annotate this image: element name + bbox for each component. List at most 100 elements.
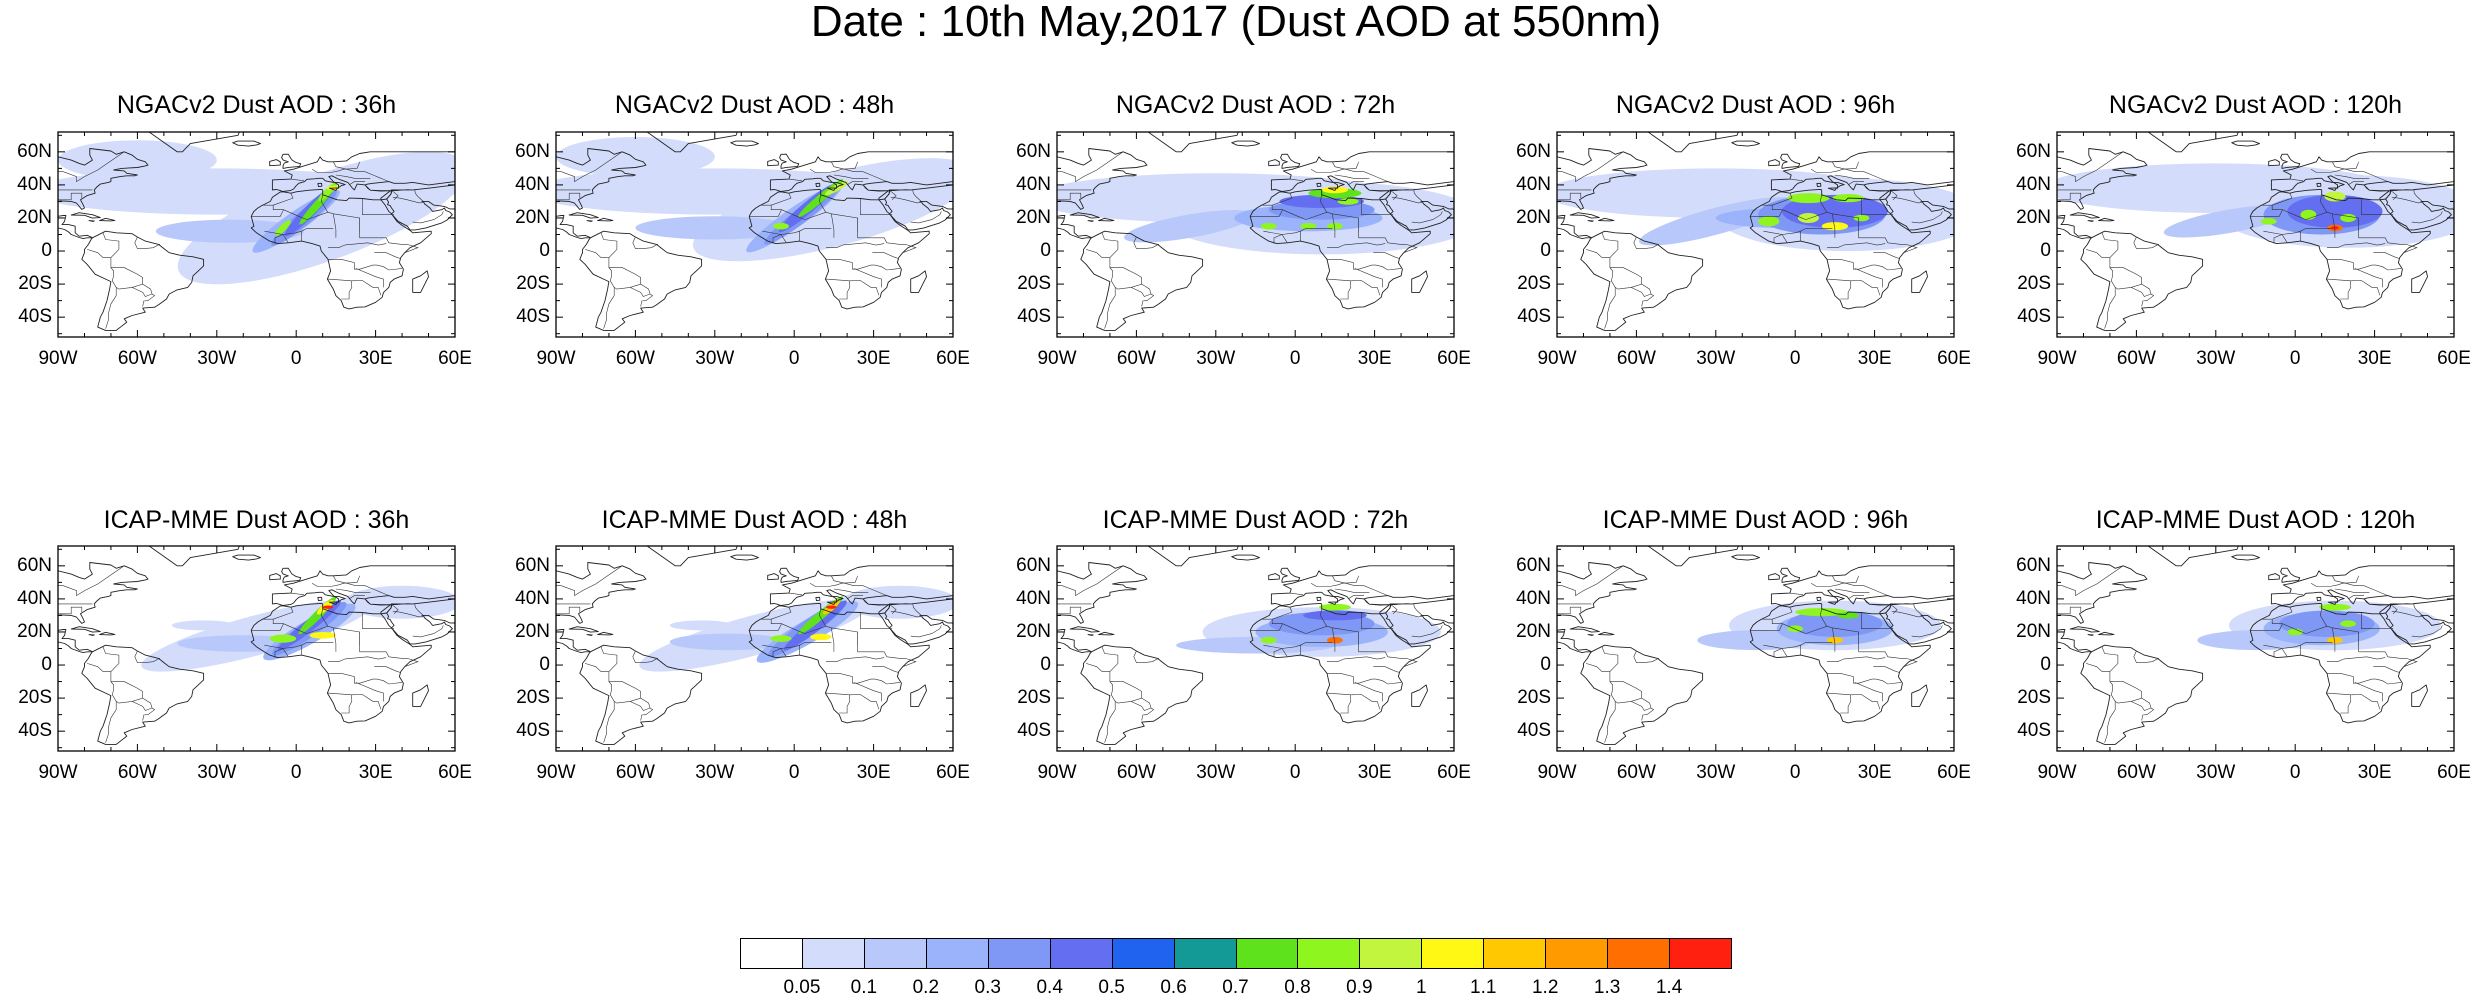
panel-title: ICAP-MME Dust AOD : 96h — [1602, 506, 1909, 534]
country-border — [1850, 280, 1881, 296]
country-border — [1391, 197, 1423, 204]
country-border — [2263, 644, 2301, 656]
country-border — [333, 213, 337, 238]
lat-tick-label: 20N — [1016, 206, 1051, 228]
coastline — [232, 554, 261, 561]
dust-aod-map — [2056, 545, 2455, 752]
axis-ticks — [1556, 546, 1955, 751]
country-border — [857, 632, 917, 667]
country-border — [833, 588, 869, 593]
country-border — [2320, 608, 2322, 616]
aod-region — [1303, 610, 1367, 621]
country-border — [1890, 190, 1898, 201]
country-border — [1358, 632, 1418, 667]
country-border — [1832, 575, 1888, 596]
country-border — [1390, 604, 1398, 615]
aod-region — [2319, 603, 2351, 611]
country-border — [2057, 151, 2124, 183]
lat-tick-label: 40S — [1017, 720, 1051, 742]
coastline — [1098, 631, 1115, 636]
lat-tick-label: 40S — [516, 720, 550, 742]
lat-tick-label: 20N — [17, 206, 52, 228]
dust-aod-map — [57, 545, 456, 752]
axis-ticks — [1056, 132, 1455, 337]
country-border — [348, 181, 365, 186]
coastline — [2411, 684, 2428, 707]
country-border — [1800, 642, 1833, 646]
country-border — [2320, 615, 2327, 627]
axis-ticks — [2056, 132, 2455, 337]
country-border — [826, 656, 885, 662]
lon-tick-label: 30W — [197, 348, 237, 369]
country-border — [87, 232, 120, 258]
country-border — [2401, 189, 2423, 202]
country-border — [2310, 161, 2359, 173]
lon-tick-label: 30W — [1696, 348, 1736, 369]
colorbar-label: 0.4 — [1036, 977, 1063, 998]
country-border — [910, 625, 942, 638]
lat-tick-label: 40N — [1516, 587, 1551, 609]
country-border — [1847, 181, 1864, 186]
lat-tick-label: 40N — [1016, 173, 1051, 195]
coastline — [1385, 184, 1454, 231]
coastline — [748, 602, 930, 724]
coastline — [2231, 140, 2260, 147]
lon-tick-label: 30W — [1196, 762, 1236, 783]
colorbar-swatch — [801, 938, 865, 969]
coastline — [269, 573, 281, 581]
aod-region — [269, 634, 297, 643]
country-border — [1130, 283, 1152, 297]
coastline — [1587, 634, 1594, 636]
aod-region — [1797, 213, 1819, 223]
lon-tick-label: 30W — [1196, 348, 1236, 369]
lon-tick-label: 30E — [856, 348, 891, 369]
country-border — [328, 242, 387, 248]
country-border — [1104, 701, 1116, 743]
country-border — [2332, 627, 2336, 652]
aod-region — [2260, 218, 2277, 225]
lon-tick-label: 60E — [936, 762, 970, 783]
colorbar-label: 0.9 — [1346, 977, 1373, 998]
coastline — [1270, 565, 1454, 615]
country-border — [1130, 697, 1152, 711]
country-border — [1854, 682, 1883, 702]
country-border — [831, 213, 835, 238]
axis-ticks — [57, 132, 456, 337]
lon-tick-label: 90W — [38, 762, 78, 783]
aod-region — [58, 140, 217, 180]
country-border — [327, 278, 353, 300]
coastline — [748, 188, 930, 310]
country-border — [359, 218, 419, 253]
lat-tick-label: 0 — [539, 240, 550, 262]
coastline — [556, 629, 591, 654]
country-border — [1320, 615, 1327, 627]
colorbar-swatch — [1421, 938, 1485, 969]
country-border — [1810, 161, 1859, 173]
lon-tick-label: 30W — [2196, 762, 2236, 783]
coastline — [1647, 132, 1739, 153]
lat-tick-label: 0 — [539, 654, 550, 676]
coastline — [2327, 187, 2337, 191]
country-border — [402, 603, 424, 616]
country-border — [327, 692, 353, 714]
lon-tick-label: 0 — [788, 348, 800, 369]
coastline — [2080, 230, 2204, 331]
country-border — [632, 650, 659, 663]
coastline — [597, 217, 614, 222]
dust-aod-map — [1556, 545, 1955, 752]
country-border — [900, 603, 922, 616]
country-border — [1630, 283, 1652, 297]
aod-region — [343, 585, 455, 619]
country-border — [825, 692, 851, 714]
country-border — [2273, 234, 2288, 244]
coastline — [1231, 554, 1260, 561]
lat-tick-label: 20N — [2016, 620, 2051, 642]
lon-tick-label: 30E — [2357, 762, 2392, 783]
lat-tick-label: 20S — [2017, 687, 2051, 709]
coastline — [1749, 188, 1931, 310]
country-border — [2354, 682, 2383, 702]
country-border — [321, 615, 328, 627]
country-border — [1891, 611, 1923, 618]
country-border — [1057, 151, 1124, 183]
country-border — [889, 604, 897, 615]
